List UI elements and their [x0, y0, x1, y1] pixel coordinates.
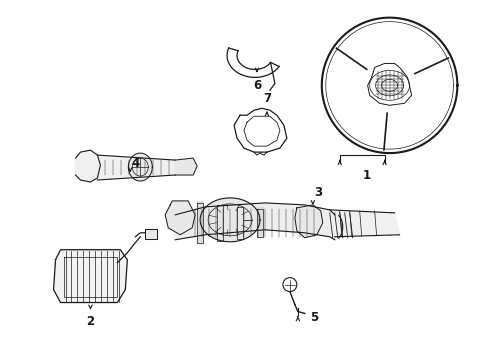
Polygon shape — [75, 150, 100, 182]
Polygon shape — [257, 207, 263, 237]
Text: 1: 1 — [363, 168, 371, 181]
Text: 4: 4 — [131, 157, 140, 170]
Text: 5: 5 — [310, 311, 318, 324]
Polygon shape — [175, 203, 335, 240]
Polygon shape — [128, 153, 152, 181]
Text: 3: 3 — [314, 186, 322, 199]
Text: 6: 6 — [253, 79, 261, 92]
Polygon shape — [237, 205, 243, 239]
Polygon shape — [175, 158, 197, 175]
Polygon shape — [53, 250, 127, 302]
Polygon shape — [197, 201, 203, 243]
Polygon shape — [145, 229, 157, 239]
Text: 7: 7 — [263, 92, 271, 105]
Polygon shape — [94, 155, 180, 180]
Polygon shape — [217, 203, 223, 241]
Polygon shape — [295, 205, 323, 238]
Polygon shape — [165, 201, 195, 235]
Polygon shape — [330, 210, 399, 237]
Text: 2: 2 — [86, 315, 95, 328]
Polygon shape — [200, 198, 260, 242]
